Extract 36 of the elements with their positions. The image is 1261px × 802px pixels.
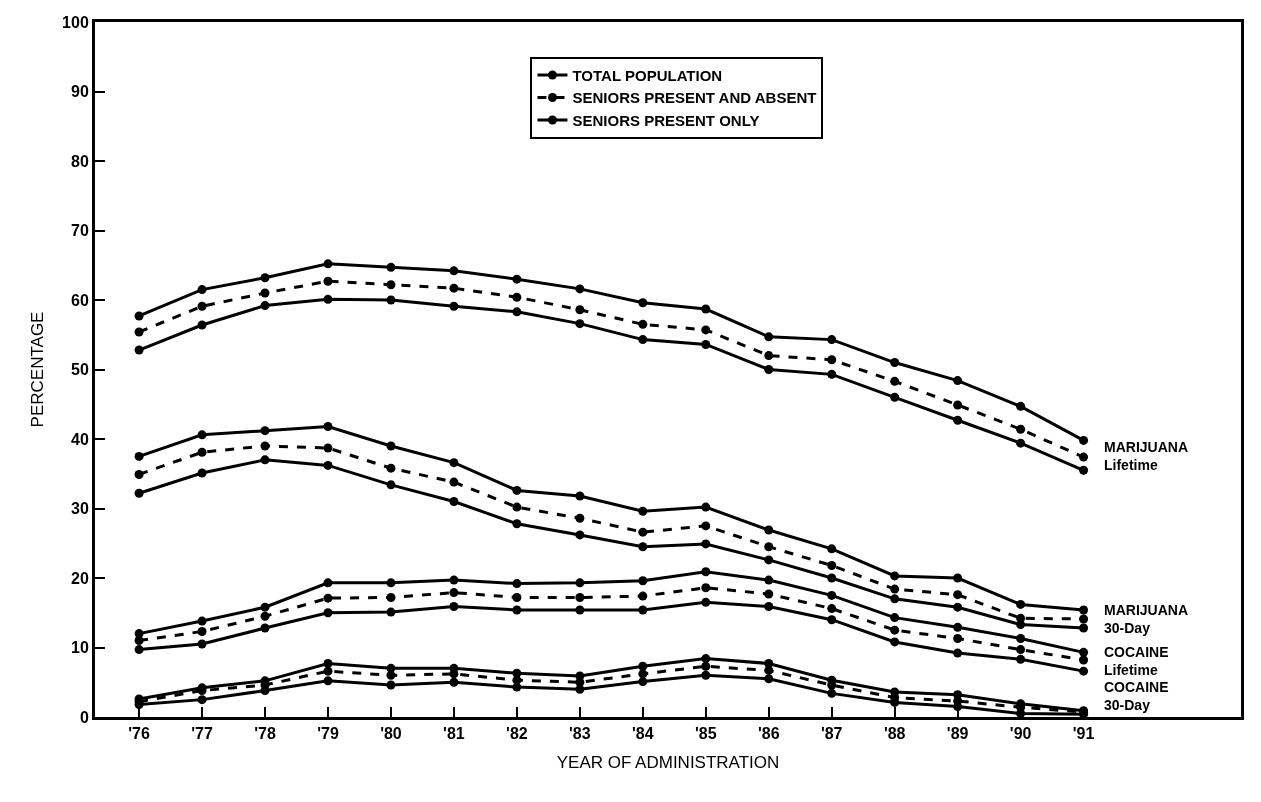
- x-tick-label: '78: [254, 725, 276, 743]
- y-tick-label: 70: [71, 222, 89, 240]
- legend-label: SENIORS PRESENT ONLY: [572, 111, 760, 129]
- y-tick-label: 10: [71, 639, 89, 657]
- y-tick-label: 50: [71, 361, 89, 379]
- x-tick-label: '89: [946, 725, 969, 743]
- x-tick-label: '76: [128, 725, 150, 743]
- x-tick-label: '86: [757, 725, 780, 743]
- y-tick-label: 40: [71, 430, 89, 448]
- x-tick-label: '77: [191, 725, 213, 743]
- annotation: MARIJUANA 30-Day: [1104, 602, 1188, 637]
- x-tick-label: '80: [380, 725, 402, 743]
- y-tick-label: 0: [79, 708, 89, 726]
- y-tick-label: 20: [71, 569, 89, 587]
- legend-label: TOTAL POPULATION: [572, 66, 723, 84]
- x-tick-label: '88: [883, 725, 906, 743]
- x-tick-label: '83: [569, 725, 591, 743]
- x-tick-label: '79: [317, 725, 339, 743]
- annotation: MARIJUANA Lifetime: [1104, 439, 1188, 474]
- y-tick-label: 90: [71, 83, 89, 101]
- x-tick-label: '82: [506, 725, 528, 743]
- annotation: COCAINE 30-Day: [1104, 679, 1169, 714]
- y-axis-title: PERCENTAGE: [27, 311, 47, 428]
- y-tick-label: 100: [62, 13, 89, 31]
- x-tick-label: '85: [694, 725, 717, 743]
- x-tick-label: '81: [443, 725, 465, 743]
- x-tick-label: '90: [1009, 725, 1032, 743]
- annotation: COCAINE Lifetime: [1104, 644, 1169, 679]
- legend-label: SENIORS PRESENT AND ABSENT: [572, 89, 817, 107]
- x-tick-label: '87: [820, 725, 843, 743]
- x-tick-label: '91: [1072, 725, 1095, 743]
- y-tick-label: 80: [71, 152, 89, 170]
- x-axis-title: YEAR OF ADMINISTRATION: [556, 752, 780, 772]
- y-tick-label: 60: [71, 291, 89, 309]
- x-tick-label: '84: [632, 725, 654, 743]
- y-tick-label: 30: [71, 500, 89, 518]
